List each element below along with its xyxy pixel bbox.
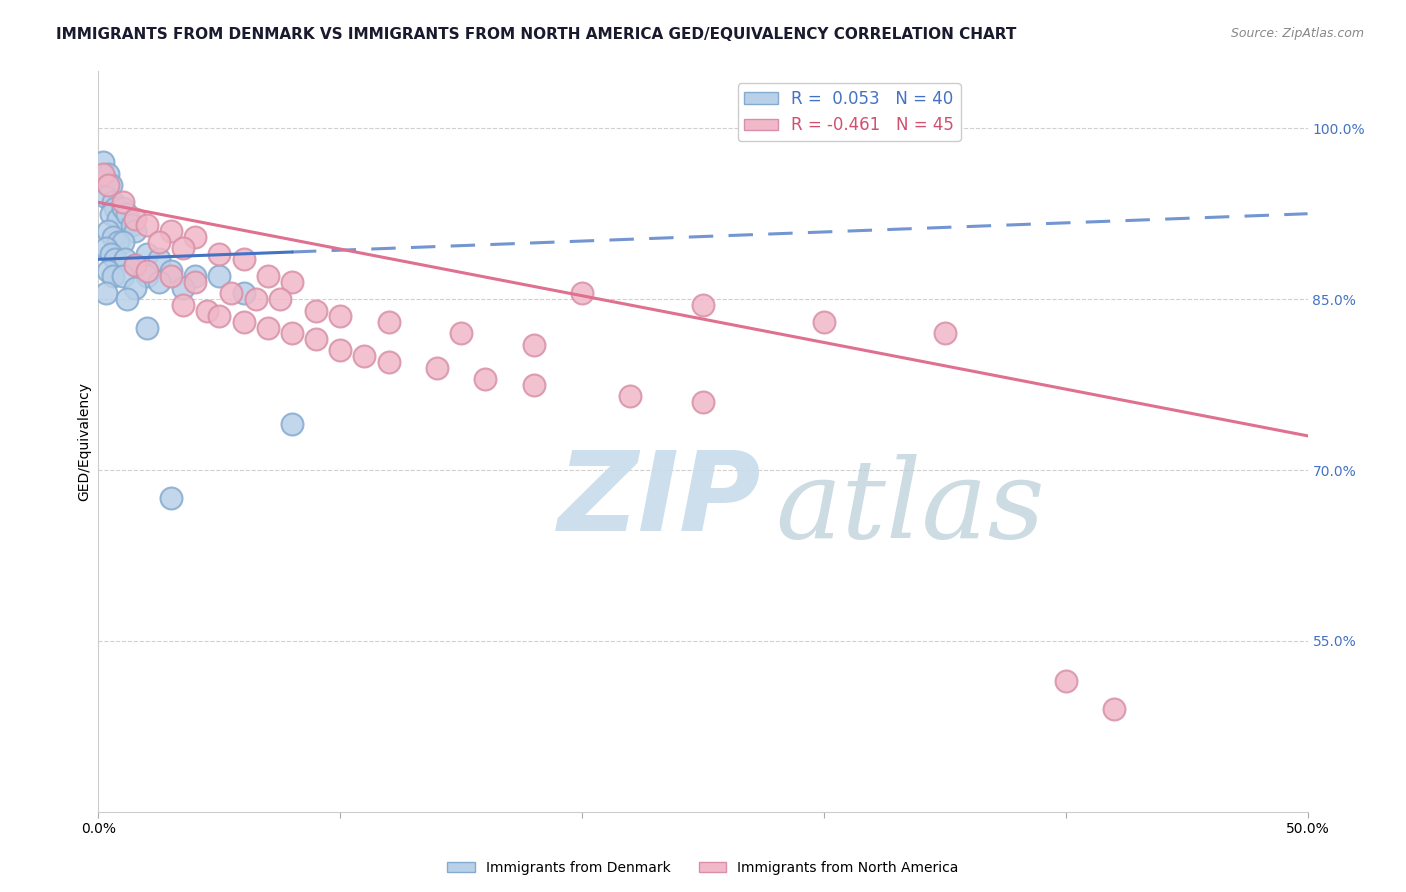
- Legend: Immigrants from Denmark, Immigrants from North America: Immigrants from Denmark, Immigrants from…: [441, 855, 965, 880]
- Point: [208, 269, 231, 284]
- Point: [245, 292, 267, 306]
- Point: [100, 207, 122, 221]
- Point: [94, 172, 117, 186]
- Point: [94, 189, 117, 203]
- Text: ZIP: ZIP: [558, 447, 762, 554]
- Point: [523, 337, 546, 351]
- Point: [111, 195, 134, 210]
- Point: [135, 218, 157, 232]
- Point: [184, 275, 207, 289]
- Point: [523, 377, 546, 392]
- Point: [329, 343, 352, 358]
- Point: [148, 235, 170, 250]
- Text: IMMIGRANTS FROM DENMARK VS IMMIGRANTS FROM NORTH AMERICA GED/EQUIVALENCY CORRELA: IMMIGRANTS FROM DENMARK VS IMMIGRANTS FR…: [56, 27, 1017, 42]
- Point: [94, 286, 117, 301]
- Point: [256, 269, 278, 284]
- Point: [124, 224, 146, 238]
- Text: Source: ZipAtlas.com: Source: ZipAtlas.com: [1230, 27, 1364, 40]
- Point: [135, 320, 157, 334]
- Point: [934, 326, 956, 341]
- Point: [160, 263, 183, 277]
- Point: [101, 195, 124, 210]
- Point: [135, 269, 157, 284]
- Point: [184, 229, 207, 244]
- Point: [148, 252, 170, 267]
- Point: [305, 332, 328, 346]
- Point: [184, 269, 207, 284]
- Point: [208, 310, 231, 324]
- Point: [124, 281, 146, 295]
- Legend: R =  0.053   N = 40, R = -0.461   N = 45: R = 0.053 N = 40, R = -0.461 N = 45: [738, 83, 960, 141]
- Point: [104, 252, 127, 267]
- Point: [281, 326, 304, 341]
- Point: [94, 241, 117, 255]
- Point: [97, 263, 120, 277]
- Point: [148, 275, 170, 289]
- Point: [377, 355, 399, 369]
- Point: [135, 263, 157, 277]
- Point: [172, 241, 194, 255]
- Point: [208, 246, 231, 260]
- Point: [101, 269, 124, 284]
- Point: [160, 224, 183, 238]
- Point: [107, 212, 129, 227]
- Point: [121, 218, 143, 232]
- Point: [692, 298, 714, 312]
- Point: [97, 178, 120, 193]
- Point: [1102, 702, 1125, 716]
- Point: [195, 303, 218, 318]
- Point: [377, 315, 399, 329]
- Point: [97, 224, 120, 238]
- Point: [281, 417, 304, 432]
- Point: [124, 212, 146, 227]
- Point: [619, 389, 641, 403]
- Point: [124, 258, 146, 272]
- Point: [221, 286, 243, 301]
- Point: [160, 269, 183, 284]
- Point: [104, 201, 127, 215]
- Point: [305, 303, 328, 318]
- Point: [135, 246, 157, 260]
- Point: [100, 178, 122, 193]
- Point: [1054, 673, 1077, 688]
- Point: [117, 292, 139, 306]
- Point: [100, 246, 122, 260]
- Point: [91, 155, 114, 169]
- Point: [450, 326, 472, 341]
- Point: [426, 360, 449, 375]
- Point: [353, 349, 375, 363]
- Text: atlas: atlas: [776, 454, 1045, 562]
- Point: [281, 275, 304, 289]
- Point: [91, 167, 114, 181]
- Point: [111, 201, 134, 215]
- Y-axis label: GED/Equivalency: GED/Equivalency: [77, 382, 91, 501]
- Point: [124, 258, 146, 272]
- Point: [160, 491, 183, 506]
- Point: [97, 167, 120, 181]
- Point: [269, 292, 291, 306]
- Point: [256, 320, 278, 334]
- Point: [571, 286, 593, 301]
- Point: [232, 286, 254, 301]
- Point: [172, 298, 194, 312]
- Point: [114, 252, 136, 267]
- Point: [107, 235, 129, 250]
- Point: [111, 235, 134, 250]
- Point: [474, 372, 496, 386]
- Point: [692, 394, 714, 409]
- Point: [111, 269, 134, 284]
- Point: [329, 310, 352, 324]
- Point: [117, 207, 139, 221]
- Point: [172, 281, 194, 295]
- Point: [232, 252, 254, 267]
- Point: [813, 315, 835, 329]
- Point: [101, 229, 124, 244]
- Point: [232, 315, 254, 329]
